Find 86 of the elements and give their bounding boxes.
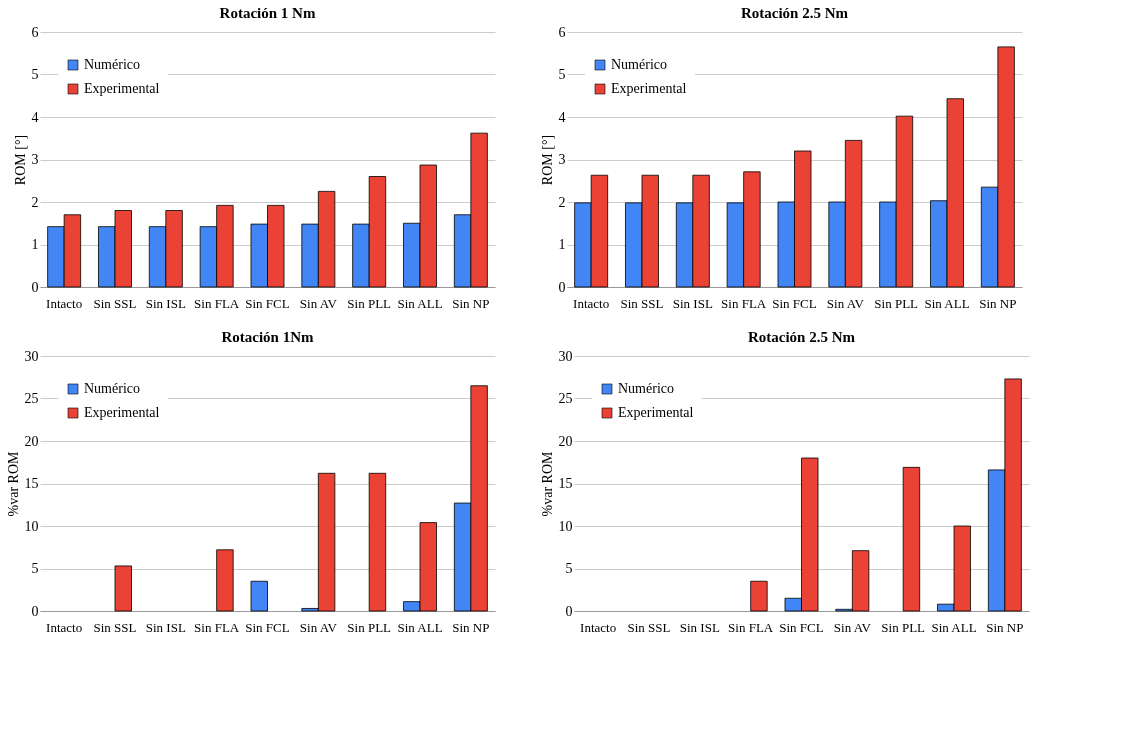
x-tick-label: Sin FLA bbox=[728, 619, 774, 635]
y-tick-label: 4 bbox=[558, 109, 566, 125]
x-tick-label: Sin ISL bbox=[145, 295, 186, 311]
y-axis-title: ROM [°] bbox=[539, 134, 555, 186]
x-tick-label: Sin PLL bbox=[874, 295, 919, 311]
y-axis-title: %var ROM bbox=[5, 450, 21, 517]
x-tick-label: Sin FCL bbox=[245, 619, 290, 635]
x-tick-label: Sin FCL bbox=[772, 295, 817, 311]
y-tick-label: 5 bbox=[558, 67, 566, 82]
x-tick-label: Sin AV bbox=[299, 295, 338, 311]
x-tick-label: Sin AV bbox=[833, 619, 872, 635]
x-tick-label: Sin SSL bbox=[620, 295, 664, 311]
y-tick-label: 3 bbox=[558, 152, 566, 167]
y-tick-label: 0 bbox=[565, 603, 573, 619]
x-tick-label: Sin AV bbox=[826, 295, 865, 311]
x-tick-label: Intacto bbox=[580, 619, 617, 635]
y-tick-label: 20 bbox=[24, 433, 39, 449]
y-tick-label: 0 bbox=[31, 279, 39, 295]
y-tick-label: 4 bbox=[31, 109, 39, 125]
bar bbox=[114, 565, 132, 612]
x-tick-label: Intacto bbox=[46, 295, 83, 311]
y-tick-label: 10 bbox=[24, 518, 39, 534]
x-tick-label: Intacto bbox=[46, 619, 83, 635]
chart-title: Rotación 2.5 Nm bbox=[740, 5, 849, 21]
y-tick-label: 0 bbox=[558, 279, 566, 295]
x-tick-label: Sin SSL bbox=[93, 295, 137, 311]
y-tick-label: 20 bbox=[558, 433, 573, 449]
chart-title: Rotación 1Nm bbox=[221, 329, 315, 345]
y-tick-label: 2 bbox=[31, 194, 39, 210]
y-axis-title: %var ROM bbox=[539, 450, 555, 517]
y-tick-label: 15 bbox=[24, 476, 39, 491]
legend-label: Numérico bbox=[618, 381, 674, 396]
y-tick-label: 30 bbox=[558, 348, 573, 364]
x-tick-label: Sin FCL bbox=[245, 295, 290, 311]
x-tick-label: Sin SSL bbox=[627, 619, 671, 635]
legend-label: Numérico bbox=[84, 381, 140, 396]
x-tick-label: Sin NP bbox=[452, 295, 490, 311]
y-tick-label: 5 bbox=[31, 561, 39, 576]
y-tick-label: 15 bbox=[558, 476, 573, 491]
y-tick-label: 2 bbox=[558, 194, 566, 210]
y-tick-label: 1 bbox=[558, 237, 566, 252]
x-tick-label: Sin ALL bbox=[397, 619, 443, 635]
y-tick-label: 10 bbox=[558, 518, 573, 534]
y-axis-title: ROM [°] bbox=[12, 134, 28, 186]
bar bbox=[902, 466, 921, 612]
x-tick-label: Sin FCL bbox=[779, 619, 824, 635]
chart-title: Rotación 2.5 Nm bbox=[747, 329, 856, 345]
x-tick-label: Sin PLL bbox=[347, 295, 392, 311]
y-tick-label: 5 bbox=[31, 67, 39, 82]
x-tick-label: Sin FLA bbox=[194, 619, 240, 635]
y-tick-label: 25 bbox=[558, 391, 573, 406]
y-tick-label: 3 bbox=[31, 152, 39, 167]
bar bbox=[250, 580, 268, 612]
x-tick-label: Sin ISL bbox=[145, 619, 186, 635]
legend-label: Experimental bbox=[84, 405, 160, 420]
legend-label: Numérico bbox=[611, 57, 667, 72]
y-tick-label: 1 bbox=[31, 237, 39, 252]
chart-title: Rotación 1 Nm bbox=[219, 5, 316, 21]
x-tick-label: Sin ISL bbox=[679, 619, 720, 635]
y-tick-label: 25 bbox=[24, 391, 39, 406]
x-tick-label: Sin ALL bbox=[397, 295, 443, 311]
bar bbox=[216, 549, 234, 612]
x-tick-label: Sin NP bbox=[979, 295, 1017, 311]
x-tick-label: Sin NP bbox=[986, 619, 1024, 635]
legend-label: Experimental bbox=[618, 405, 694, 420]
x-tick-label: Sin NP bbox=[452, 619, 490, 635]
x-tick-label: Intacto bbox=[573, 295, 610, 311]
x-tick-label: Sin ALL bbox=[931, 619, 977, 635]
y-tick-label: 0 bbox=[31, 603, 39, 619]
bar bbox=[368, 472, 387, 612]
x-tick-label: Sin PLL bbox=[881, 619, 926, 635]
legend-label: Experimental bbox=[611, 81, 687, 96]
legend-label: Numérico bbox=[84, 57, 140, 72]
x-tick-label: Sin SSL bbox=[93, 619, 137, 635]
x-tick-label: Sin AV bbox=[299, 619, 338, 635]
bar bbox=[750, 580, 768, 612]
y-tick-label: 30 bbox=[24, 348, 39, 364]
x-tick-label: Sin ISL bbox=[672, 295, 713, 311]
x-tick-label: Sin FLA bbox=[194, 295, 240, 311]
x-tick-label: Sin ALL bbox=[924, 295, 970, 311]
y-tick-label: 6 bbox=[558, 24, 566, 40]
x-tick-label: Sin FLA bbox=[721, 295, 767, 311]
y-tick-label: 6 bbox=[31, 24, 39, 40]
y-tick-label: 5 bbox=[565, 561, 573, 576]
x-tick-label: Sin PLL bbox=[347, 619, 392, 635]
legend-label: Experimental bbox=[84, 81, 160, 96]
